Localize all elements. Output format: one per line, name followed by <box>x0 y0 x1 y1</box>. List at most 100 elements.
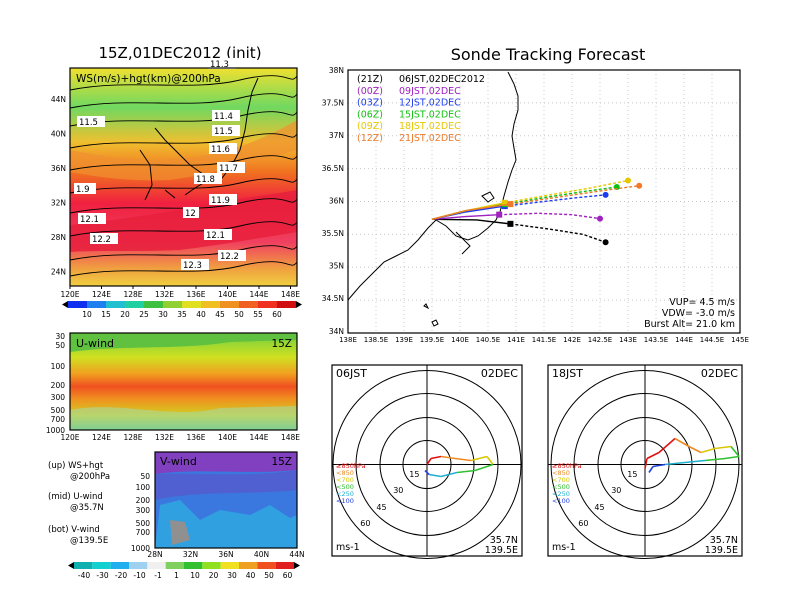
u-wind-x-tick: 128E <box>123 433 142 442</box>
hodograph-trace <box>474 463 494 472</box>
v-colorbar-tick: 20 <box>209 571 219 580</box>
contour-label-box <box>208 58 236 69</box>
v-wind-x-tick: 44N <box>289 550 304 559</box>
contour-label: 11.6 <box>211 145 230 155</box>
v-wind-x-tick: 32N <box>183 550 198 559</box>
level-legend: <500 <box>552 483 570 491</box>
map-label: WS(m/s)+hgt(km)@200hPa <box>76 73 221 85</box>
colorbar-tick: 30 <box>158 310 168 319</box>
height-contour <box>69 75 298 91</box>
contour-label: 11.5 <box>79 118 98 128</box>
hodograph-trace <box>674 437 690 448</box>
sonde-param: VDW= -3.0 m/s <box>662 308 735 319</box>
u-wind-x-tick: 144E <box>249 433 268 442</box>
ring-label: 60 <box>578 519 588 528</box>
track-lon-tick: 145E <box>731 336 749 344</box>
v-colorbar-tick: -40 <box>78 571 90 580</box>
track-lon-tick: 143E <box>619 336 637 344</box>
height-contour <box>69 198 298 214</box>
burst-marker <box>507 220 514 227</box>
height-contour <box>69 261 298 277</box>
hodograph-lon: 139.5E <box>705 545 738 556</box>
map-lon-tick: 124E <box>92 290 111 299</box>
colorbar-tick: 45 <box>215 310 225 319</box>
hodograph-trace <box>456 469 476 474</box>
launch-tag: (03Z) <box>357 98 383 109</box>
hodograph-trace <box>688 445 702 454</box>
colorbar-cell <box>201 301 220 308</box>
map-lat-tick: 36N <box>51 164 66 173</box>
launch-tag: (12Z) <box>357 133 383 144</box>
launch-tag: (00Z) <box>357 86 383 97</box>
hodograph-trace <box>724 455 740 460</box>
track-lon-tick: 138.5E <box>364 336 388 344</box>
hodograph-trace <box>652 463 666 468</box>
hodograph-trace <box>424 469 430 476</box>
v-colorbar-tick: -30 <box>96 571 108 580</box>
track-lon-tick: 141.5E <box>532 336 556 344</box>
contour-label-box <box>218 250 246 261</box>
colorbar-tick: 60 <box>272 310 282 319</box>
v-colorbar-cell <box>275 562 294 569</box>
level-legend: <100 <box>552 497 570 505</box>
track-lon-tick: 142E <box>563 336 581 344</box>
height-contour <box>69 133 298 149</box>
contour-label: 12.1 <box>206 231 225 241</box>
u-wind-frame <box>69 332 298 431</box>
track-line-dashed-0 <box>510 223 606 243</box>
contour-label-box <box>181 259 209 270</box>
u-wind-x-tick: 124E <box>92 433 111 442</box>
ring-label: 30 <box>611 486 621 495</box>
contour-label: 12.3 <box>183 261 202 271</box>
island <box>423 303 439 327</box>
u-wind-x-tick: 132E <box>155 433 174 442</box>
landing-marker <box>597 215 603 222</box>
track-line-dashed-1 <box>499 212 601 220</box>
u-wind-y-tick: 300 <box>51 393 66 402</box>
contour-label-box <box>90 233 118 244</box>
track-lat-tick: 37N <box>329 131 344 140</box>
contour-label-box <box>204 229 232 240</box>
landing-marker <box>636 182 643 189</box>
note-line: @139.5E <box>70 536 108 546</box>
v-wind-y-tick: 50 <box>140 472 150 481</box>
height-contour <box>69 93 298 109</box>
hodograph-lon: 139.5E <box>485 545 518 556</box>
colorbar-cell <box>182 301 201 308</box>
colorbar-tick: 55 <box>253 310 263 319</box>
track-lon-tick: 139E <box>395 336 413 344</box>
contour-label-box <box>209 143 237 154</box>
level-legend: <700 <box>552 476 570 484</box>
colorbar-tick: 25 <box>139 310 149 319</box>
hodograph-trace <box>658 437 676 454</box>
height-contour <box>69 221 298 237</box>
v-colorbar-cell <box>239 562 258 569</box>
terrain <box>170 520 190 545</box>
hodograph-unit: ms-1 <box>336 542 360 553</box>
track-lon-tick: 144.5E <box>700 336 724 344</box>
launch-label: 12JST,02DEC <box>399 98 461 109</box>
colorbar-tick: 15 <box>101 310 111 319</box>
u-wind-time: 15Z <box>271 338 292 350</box>
contour-label: 11.8 <box>196 175 215 185</box>
note-line: @200hPa <box>70 472 110 482</box>
launch-tag: (09Z) <box>357 121 383 132</box>
u-wind-x-tick: 140E <box>218 433 237 442</box>
colorbar-cell <box>106 301 125 308</box>
contour-label-box <box>212 110 240 121</box>
contour-label: 11.9 <box>211 196 230 206</box>
track-lon-tick: 138E <box>339 336 357 344</box>
peninsula <box>455 231 471 255</box>
level-legend: <500 <box>336 483 354 491</box>
hodograph-trace <box>704 457 726 462</box>
colorbar-cell <box>277 301 296 308</box>
hodograph-trace <box>440 455 456 460</box>
hodograph-date: 02DEC <box>481 367 518 380</box>
launch-label: 06JST,02DEC2012 <box>399 74 485 85</box>
u-wind-panel <box>69 332 298 431</box>
launch-label: 21JST,02DEC <box>399 133 461 144</box>
note-line: (mid) U-wind <box>48 492 103 502</box>
v-wind-y-tick: 300 <box>136 506 151 515</box>
